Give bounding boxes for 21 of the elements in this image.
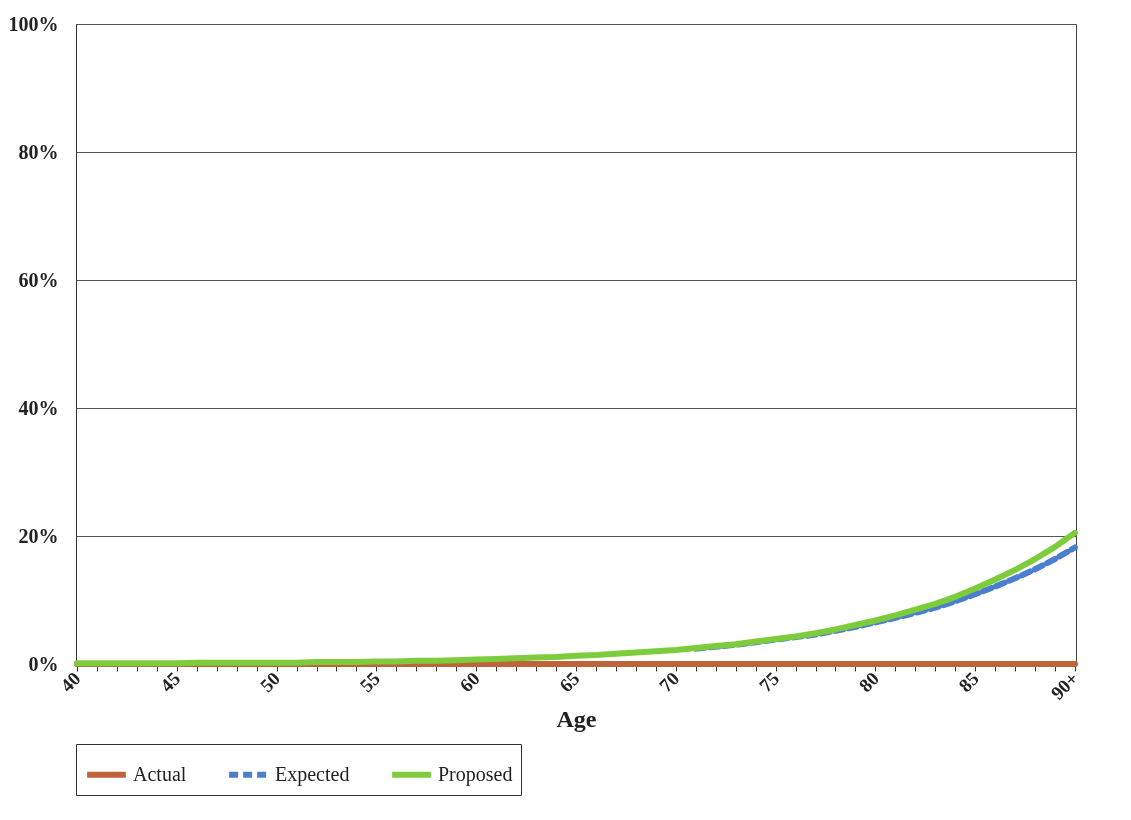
legend-label: Actual bbox=[133, 762, 187, 785]
x-tick-label: 85 bbox=[954, 667, 983, 697]
legend-label: Proposed bbox=[438, 762, 513, 786]
x-tick-label: 75 bbox=[754, 667, 784, 697]
x-tick-label: 60 bbox=[455, 667, 484, 697]
x-tick-label: 55 bbox=[355, 667, 384, 697]
y-tick-label: 40% bbox=[18, 396, 59, 419]
x-tick-label: 50 bbox=[255, 667, 285, 697]
y-tick-label: 100% bbox=[8, 12, 59, 35]
x-tick-label: 80 bbox=[854, 667, 883, 697]
x-axis-title: Age bbox=[556, 705, 597, 732]
y-tick-label: 80% bbox=[18, 140, 59, 163]
x-tick-label: 90+ bbox=[1046, 667, 1083, 704]
x-tick-label: 40 bbox=[56, 667, 85, 697]
y-tick-label: 20% bbox=[18, 524, 59, 547]
x-tick-label: 70 bbox=[655, 667, 684, 697]
y-tick-label: 60% bbox=[18, 268, 59, 291]
legend-label: Expected bbox=[275, 762, 350, 786]
x-tick-label: 65 bbox=[555, 667, 584, 697]
y-tick-label: 0% bbox=[28, 652, 59, 675]
x-tick-label: 45 bbox=[156, 667, 185, 697]
